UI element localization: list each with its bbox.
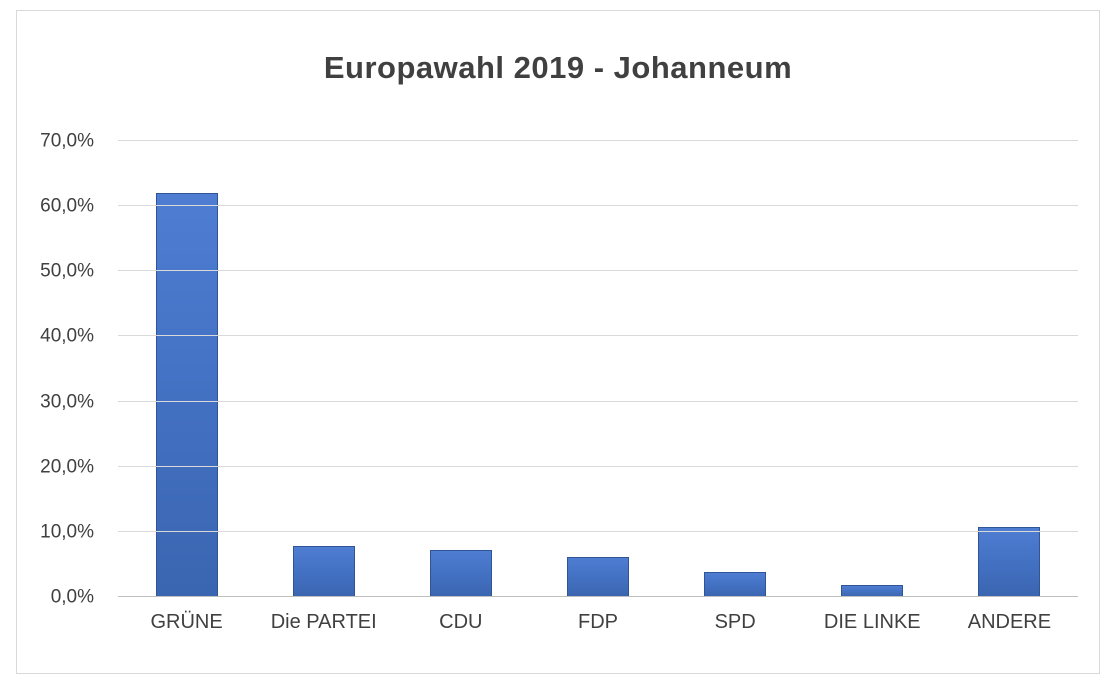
category-label: Die PARTEI bbox=[270, 611, 377, 633]
bar-SPD bbox=[704, 571, 767, 597]
gridline bbox=[118, 140, 1078, 141]
y-tick-label: 10,0% bbox=[40, 521, 94, 543]
bar-GRÜNE bbox=[155, 193, 218, 597]
plot-area bbox=[118, 140, 1078, 597]
y-tick-label: 30,0% bbox=[40, 391, 94, 413]
gridline bbox=[118, 465, 1078, 467]
y-tick-label: 0,0% bbox=[50, 586, 94, 608]
x-axis-categories: GRÜNE Die PARTEI CDU FDP SPD DIE LINKE ANDERE bbox=[118, 611, 1078, 634]
category-label: GRÜNE bbox=[150, 611, 223, 633]
bars-row bbox=[118, 141, 1078, 597]
bar-slot bbox=[118, 141, 255, 597]
bar-ANDERE bbox=[978, 527, 1041, 597]
bar-CDU bbox=[429, 550, 492, 597]
chart-title: Europawahl 2019 - Johanneum bbox=[323, 50, 793, 85]
category-label: SPD bbox=[714, 611, 756, 633]
y-tick-label: 40,0% bbox=[40, 325, 94, 347]
bar-slot bbox=[255, 141, 392, 597]
bar-slot bbox=[392, 141, 529, 597]
gridline bbox=[118, 530, 1078, 532]
gridline bbox=[118, 205, 1078, 207]
x-axis-line bbox=[118, 596, 1078, 597]
y-tick-label: 50,0% bbox=[40, 260, 94, 282]
y-tick-label: 70,0% bbox=[40, 130, 94, 152]
bar-slot bbox=[667, 141, 804, 597]
y-axis: 0,0% 10,0% 20,0% 30,0% 40,0% 50,0% 60,0% 70,0% bbox=[0, 132, 106, 607]
bar-DIE LINKE bbox=[841, 585, 904, 597]
y-tick-label: 20,0% bbox=[40, 456, 94, 478]
bar-slot bbox=[941, 141, 1078, 597]
category-label: CDU bbox=[439, 611, 483, 633]
bar-slot bbox=[529, 141, 666, 597]
category-label: FDP bbox=[577, 611, 618, 633]
gridline bbox=[118, 270, 1078, 272]
bar-slot bbox=[804, 141, 941, 597]
y-tick-label: 60,0% bbox=[40, 195, 94, 217]
category-label: DIE LINKE bbox=[823, 611, 921, 633]
gridline bbox=[118, 335, 1078, 337]
category-label: ANDERE bbox=[967, 611, 1052, 633]
bar-Die PARTEI bbox=[292, 545, 355, 597]
bar-FDP bbox=[566, 557, 629, 597]
gridline bbox=[118, 400, 1078, 402]
